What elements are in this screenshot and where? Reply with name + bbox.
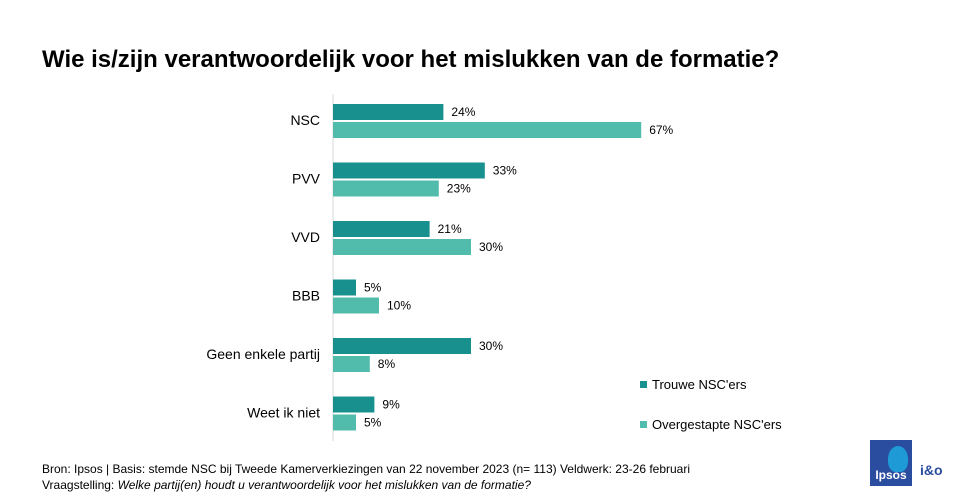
footer-question-label: Vraagstelling:: [42, 478, 118, 492]
bar-vvd-overgestapte: [333, 239, 471, 255]
ipsos-head-icon: [888, 446, 908, 472]
category-label-geen-enkele-partij: Geen enkele partij: [206, 346, 320, 362]
data-label-pvv-overgestapte: 23%: [447, 182, 471, 196]
ipsos-io-logo: Ipsos i&o: [870, 440, 950, 488]
data-label-nsc-trouwe: 24%: [451, 105, 475, 119]
bar-geen-enkele-partij-overgestapte: [333, 356, 370, 372]
bar-nsc-trouwe: [333, 104, 444, 120]
bar-pvv-overgestapte: [333, 180, 439, 197]
ipsos-logo: Ipsos: [870, 440, 912, 486]
ipsos-logo-text: Ipsos: [875, 468, 907, 482]
data-label-pvv-trouwe: 33%: [493, 164, 517, 178]
data-label-bbb-overgestapte: 10%: [387, 299, 411, 313]
chart-title: Wie is/zijn verantwoordelijk voor het mi…: [42, 46, 780, 73]
data-label-weet-ik-niet-overgestapte: 5%: [364, 416, 382, 430]
bar-weet-ik-niet-trouwe: [333, 396, 375, 413]
category-label-nsc: NSC: [290, 112, 320, 128]
bar-weet-ik-niet-overgestapte: [333, 414, 356, 431]
category-label-weet-ik-niet: Weet ik niet: [247, 405, 320, 421]
legend-item-trouwe: Trouwe NSC'ers: [640, 377, 746, 392]
bar-nsc-overgestapte: [333, 122, 642, 138]
category-label-pvv: PVV: [292, 171, 321, 187]
data-label-geen-enkele-partij-overgestapte: 8%: [378, 357, 396, 371]
bar-geen-enkele-partij-trouwe: [333, 338, 471, 354]
bar-vvd-trouwe: [333, 221, 430, 237]
category-label-bbb: BBB: [292, 288, 320, 304]
io-logo-text: i&o: [920, 462, 943, 478]
legend-swatch-trouwe: [640, 381, 647, 388]
bar-bbb-overgestapte: [333, 297, 379, 314]
data-label-weet-ik-niet-trouwe: 9%: [382, 398, 400, 412]
data-label-vvd-overgestapte: 30%: [479, 240, 503, 254]
footer-source: Bron: Ipsos | Basis: stemde NSC bij Twee…: [42, 462, 691, 476]
bar-bbb-trouwe: [333, 279, 356, 296]
bar-chart: NSC 24% 67% PVV 33% 23% VVD 21% 30% BBB 5% 10% Geen …: [206, 94, 674, 441]
legend-item-overgestapte: Overgestapte NSC'ers: [640, 417, 782, 432]
footer-question-text: Welke partij(en) houdt u verantwoordelij…: [117, 478, 531, 492]
category-label-vvd: VVD: [291, 229, 320, 245]
footer-question: Vraagstelling: Welke partij(en) houdt u …: [42, 478, 531, 492]
bar-pvv-trouwe: [333, 162, 485, 179]
data-label-nsc-overgestapte: 67%: [649, 123, 673, 137]
legend-label-overgestapte: Overgestapte NSC'ers: [652, 417, 782, 432]
data-label-bbb-trouwe: 5%: [364, 281, 382, 295]
legend-label-trouwe: Trouwe NSC'ers: [652, 377, 747, 392]
data-label-geen-enkele-partij-trouwe: 30%: [479, 339, 503, 353]
data-label-vvd-trouwe: 21%: [438, 222, 462, 236]
legend-swatch-overgestapte: [640, 421, 647, 428]
